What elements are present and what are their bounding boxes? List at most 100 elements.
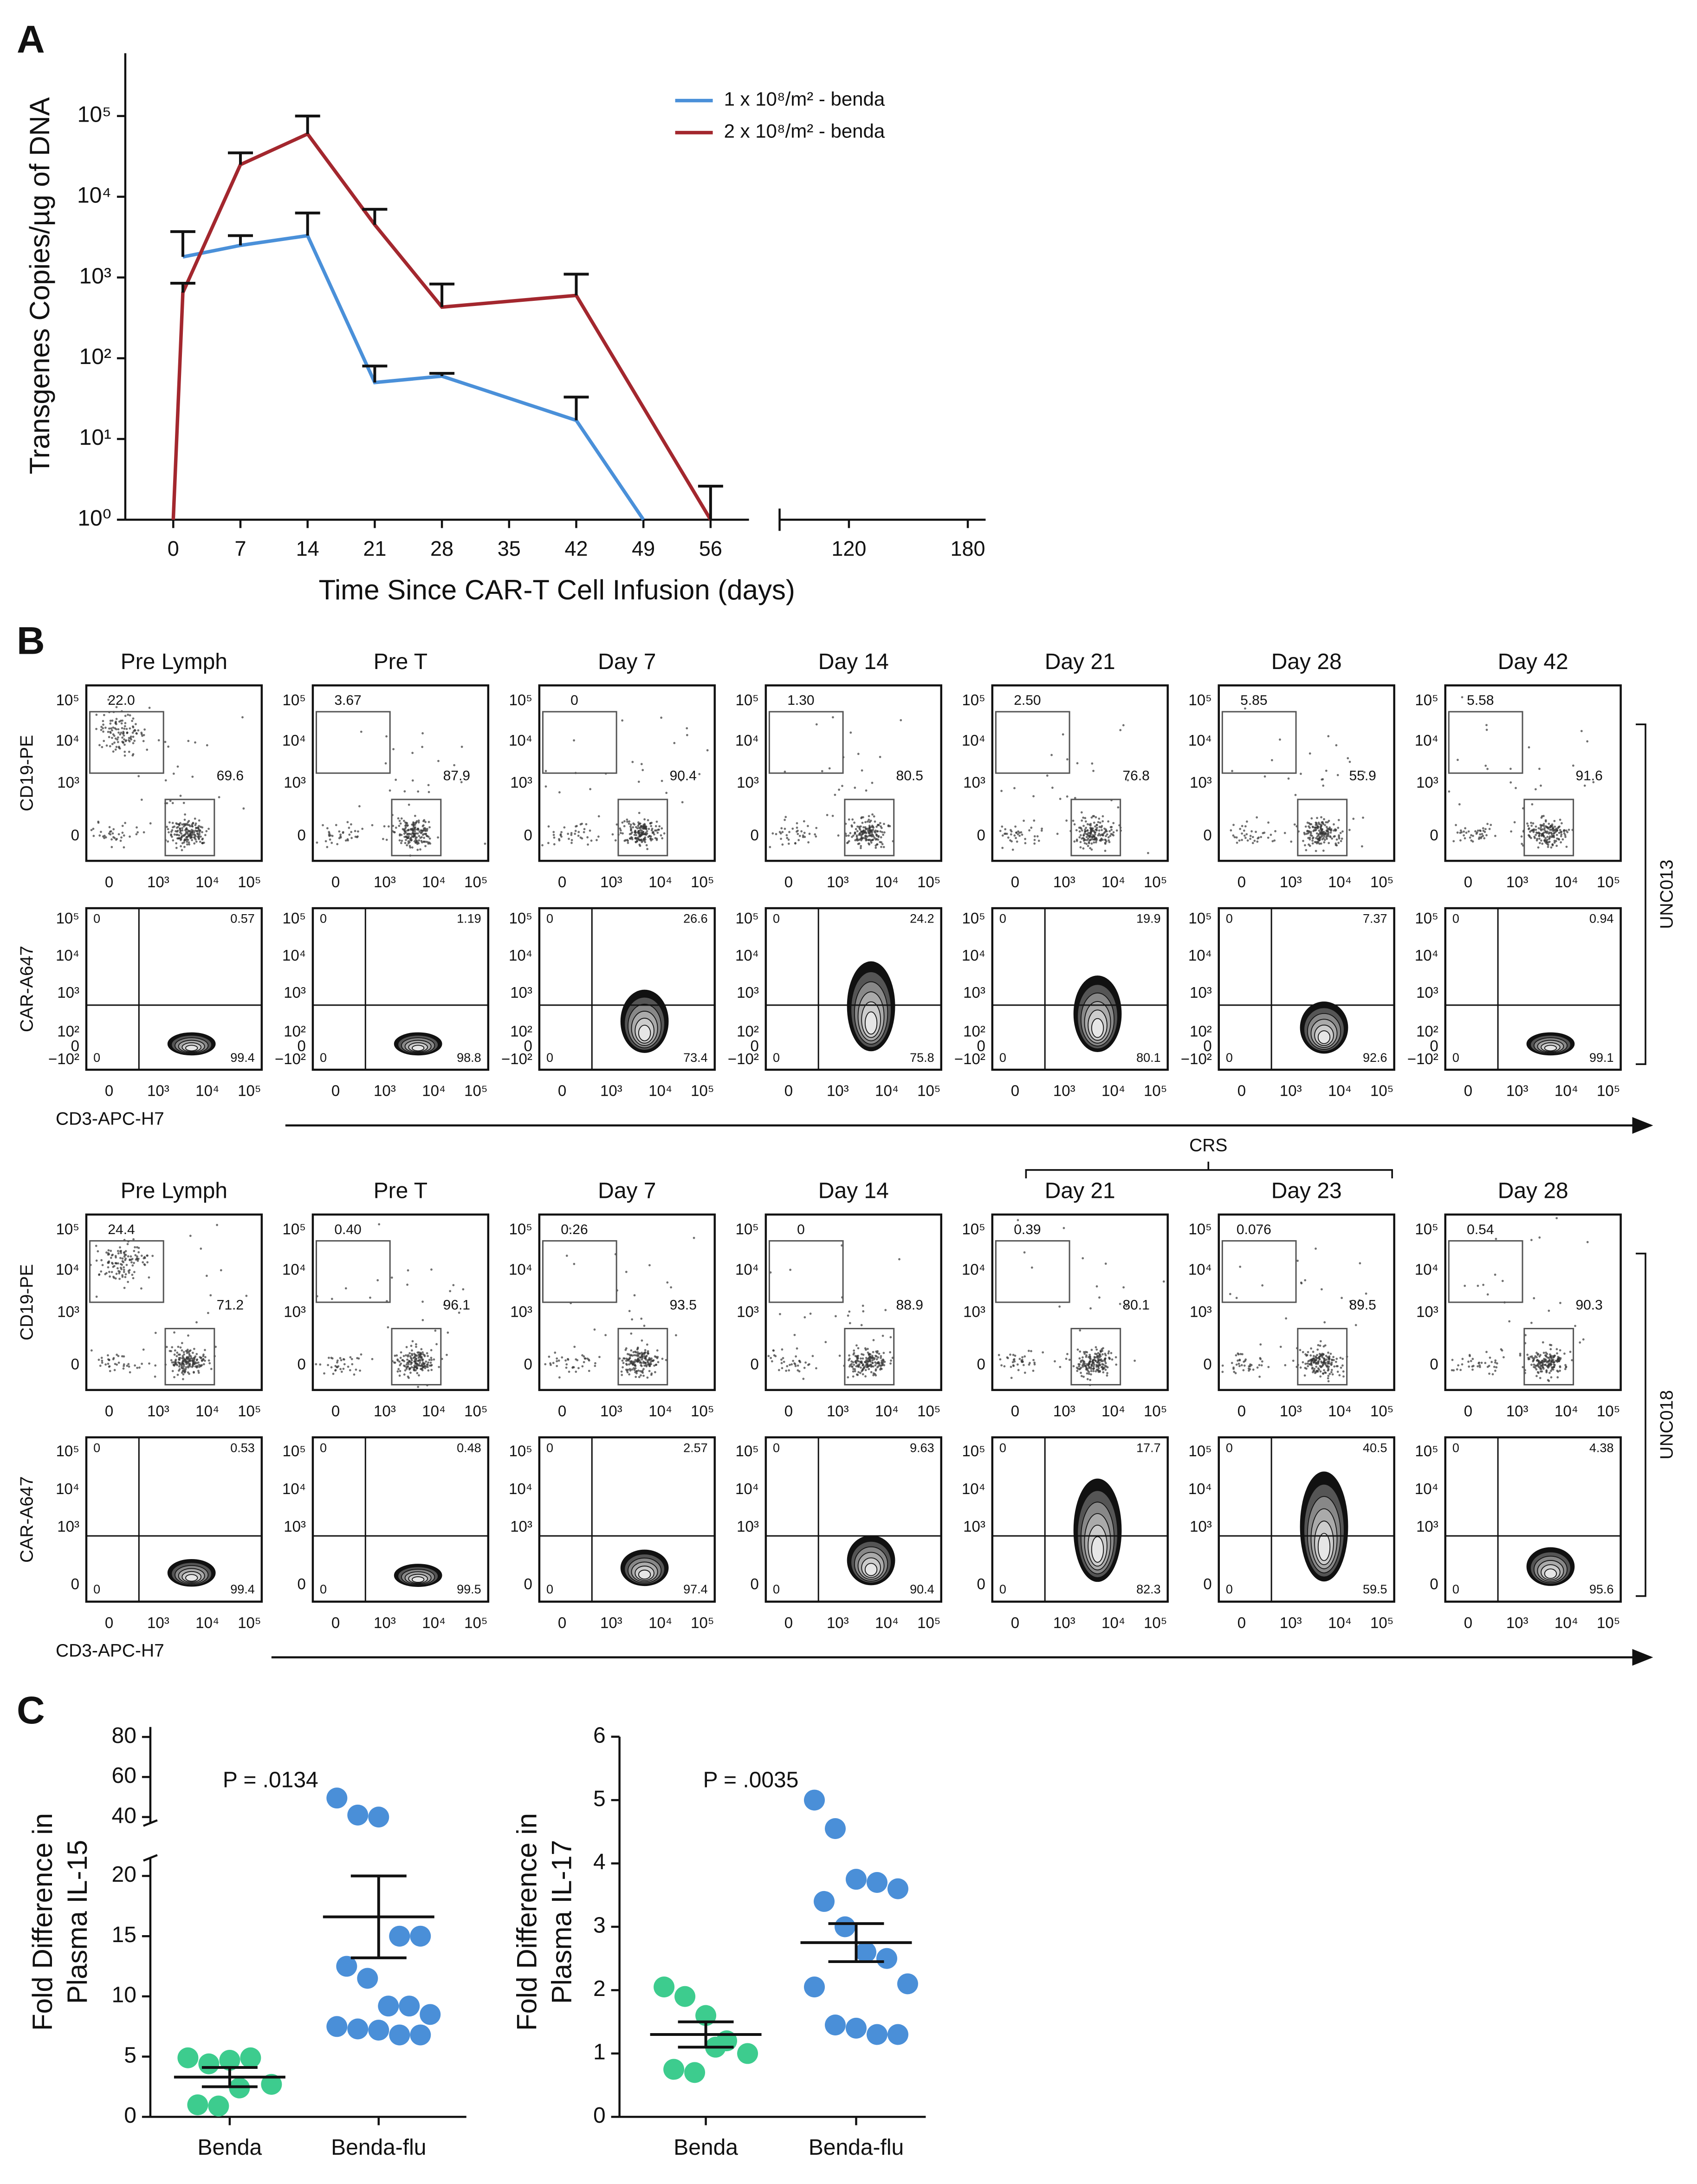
event-dot <box>1253 839 1256 842</box>
event-dot <box>175 833 178 836</box>
event-dot <box>864 821 867 824</box>
event-dot <box>392 825 395 827</box>
event-dot <box>415 832 417 835</box>
event-dot <box>182 1373 185 1376</box>
event-dot <box>173 1331 175 1334</box>
event-dot <box>1485 1351 1488 1353</box>
event-dot <box>861 838 864 840</box>
event-dot <box>573 739 575 742</box>
event-dot <box>635 1354 637 1357</box>
plot-frame <box>764 684 942 862</box>
event-dot <box>185 1360 188 1363</box>
event-dot <box>411 832 414 834</box>
event-dot <box>1330 1363 1333 1365</box>
event-dot <box>117 1252 120 1255</box>
event-dot <box>1104 1360 1107 1363</box>
event-dot <box>1245 833 1248 836</box>
event-dot <box>123 1287 126 1289</box>
event-dot <box>194 817 196 820</box>
x-tick-label: 0 <box>1464 1403 1472 1420</box>
event-dot <box>181 1342 183 1345</box>
event-dot <box>134 1364 136 1367</box>
event-dot <box>1259 1343 1262 1346</box>
event-dot <box>114 748 117 751</box>
event-dot <box>421 1367 424 1370</box>
data-point <box>846 2017 867 2039</box>
event-dot <box>874 1364 877 1367</box>
event-dot <box>1249 838 1251 840</box>
y-tick-label: 0 <box>593 2103 606 2128</box>
event-dot <box>835 1315 837 1318</box>
x-tick-label: 10⁴ <box>1328 873 1352 890</box>
event-dot <box>1323 1321 1326 1324</box>
event-dot <box>637 832 640 835</box>
event-dot <box>851 818 854 821</box>
event-dot <box>635 1351 637 1354</box>
event-dot <box>1527 825 1529 827</box>
event-dot <box>107 698 110 701</box>
event-dot <box>1232 824 1235 826</box>
y-tick-label: −10² <box>1407 1050 1438 1067</box>
event-dot <box>832 716 834 719</box>
x-tick-label: 10⁴ <box>875 1614 899 1631</box>
gate <box>844 799 895 857</box>
event-dot <box>1015 831 1018 834</box>
event-dot <box>876 1352 879 1354</box>
event-dot <box>390 1276 393 1279</box>
event-dot <box>1251 836 1254 838</box>
event-dot <box>121 736 124 739</box>
x-tick-label: 120 <box>831 537 866 560</box>
event-dot <box>136 1257 138 1260</box>
event-dot <box>1321 838 1324 841</box>
event-dot <box>1082 847 1085 850</box>
event-dot <box>1089 826 1092 829</box>
event-dot <box>880 836 882 838</box>
event-dot <box>1553 1361 1555 1364</box>
event-dot <box>864 1375 867 1378</box>
event-dot <box>611 833 614 836</box>
event-dot <box>107 1249 110 1252</box>
event-dot <box>850 824 853 827</box>
event-dot <box>1509 781 1512 784</box>
event-dot <box>661 1358 664 1360</box>
event-dot <box>410 1361 413 1364</box>
event-dot <box>673 742 676 744</box>
event-dot <box>1474 830 1477 832</box>
event-dot <box>113 1369 116 1372</box>
event-dot <box>1488 828 1491 830</box>
data-point <box>389 1925 410 1947</box>
x-tick-label: 10³ <box>147 873 169 890</box>
event-dot <box>123 1365 125 1367</box>
event-dot <box>346 821 349 824</box>
event-dot <box>872 828 874 831</box>
sem-bar <box>678 2020 734 2049</box>
event-dot <box>1464 837 1466 839</box>
event-dot <box>1501 1280 1504 1282</box>
event-dot <box>1472 835 1474 837</box>
event-dot <box>874 846 877 849</box>
y-tick-label: 10⁵ <box>78 103 111 127</box>
event-dot <box>1104 1368 1107 1371</box>
panel-title: Day 28 <box>1498 1179 1568 1203</box>
event-dot <box>875 833 878 836</box>
plot-frame <box>1218 907 1395 1071</box>
event-dot <box>1032 1358 1035 1361</box>
event-dot <box>1548 822 1550 825</box>
quadrant-percent: 99.5 <box>457 1582 481 1596</box>
event-dot <box>1559 1349 1561 1352</box>
event-dot <box>407 1363 410 1365</box>
event-dot <box>1104 838 1107 841</box>
y-tick-label: 10² <box>737 1023 759 1040</box>
event-dot <box>1082 816 1085 819</box>
event-dot <box>1066 1353 1069 1355</box>
event-dot <box>124 722 127 724</box>
event-dot <box>859 832 861 834</box>
y-tick-label: 10³ <box>1416 1518 1438 1535</box>
event-dot <box>794 1365 797 1367</box>
y-tick-label: 10³ <box>737 774 759 791</box>
event-dot <box>123 728 126 730</box>
x-tick-label: 10⁴ <box>1101 1082 1125 1099</box>
quadrant-percent: 0.94 <box>1589 912 1614 926</box>
event-dot <box>653 833 655 836</box>
event-dot <box>879 755 881 758</box>
